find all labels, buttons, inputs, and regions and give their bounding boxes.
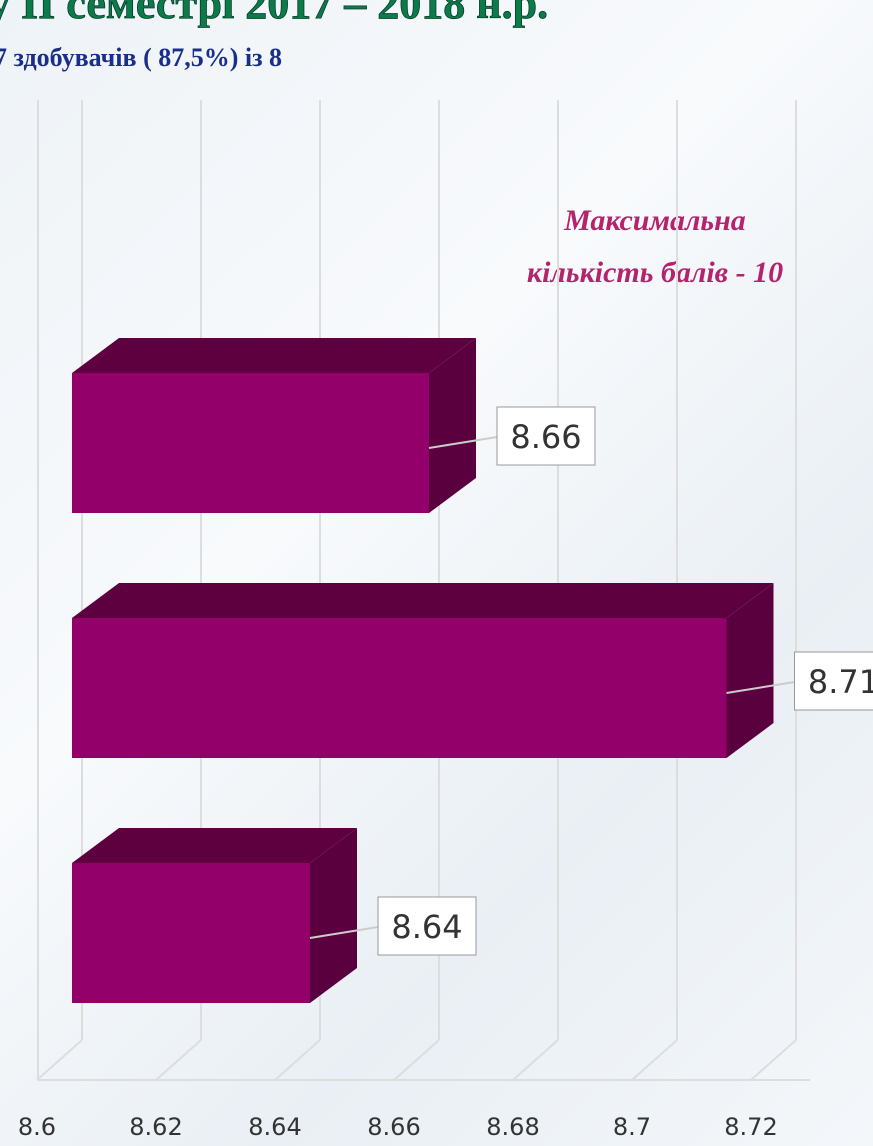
floor-line <box>393 1039 440 1081</box>
annotation: кількість балів - 10 <box>527 256 783 289</box>
label-box <box>794 651 873 711</box>
bar-top <box>72 583 774 618</box>
bar-side <box>429 338 476 513</box>
data-label: 8.64 <box>391 908 462 946</box>
leader-line <box>309 926 379 939</box>
bar <box>72 373 429 513</box>
x-tick-label: 8.6 <box>18 1113 56 1141</box>
x-tick-label: 8.66 <box>367 1113 420 1141</box>
label-box <box>377 896 477 956</box>
bar-side <box>726 583 774 758</box>
x-tick-label: 8.7 <box>613 1113 651 1141</box>
data-label: 8.66 <box>510 418 581 456</box>
floor-line <box>512 1039 559 1081</box>
chart-subtitle: 7 здобувачів ( 87,5%) із 8 <box>0 43 282 72</box>
annotation: Максимальна <box>563 204 746 237</box>
x-tick-label: 8.68 <box>486 1113 539 1141</box>
data-label: 8.71 <box>808 663 873 701</box>
floor-line <box>750 1039 797 1081</box>
chart-title: у II семестрі 2017 – 2018 н.р. <box>0 0 548 28</box>
x-tick-label: 8.72 <box>724 1113 777 1141</box>
leader-line <box>726 681 795 694</box>
floor-line <box>274 1039 321 1081</box>
bar-top <box>72 338 476 373</box>
x-tick-label: 8.64 <box>248 1113 301 1141</box>
x-tick-label: 8.62 <box>129 1113 182 1141</box>
bar <box>72 863 310 1003</box>
floor-line <box>155 1039 202 1081</box>
floor-line <box>631 1039 678 1081</box>
label-box <box>496 406 596 466</box>
leader-line <box>428 436 498 449</box>
floor-line <box>36 1039 83 1081</box>
bar-side <box>310 828 357 1003</box>
bar-top <box>72 828 357 863</box>
bar <box>72 618 727 758</box>
